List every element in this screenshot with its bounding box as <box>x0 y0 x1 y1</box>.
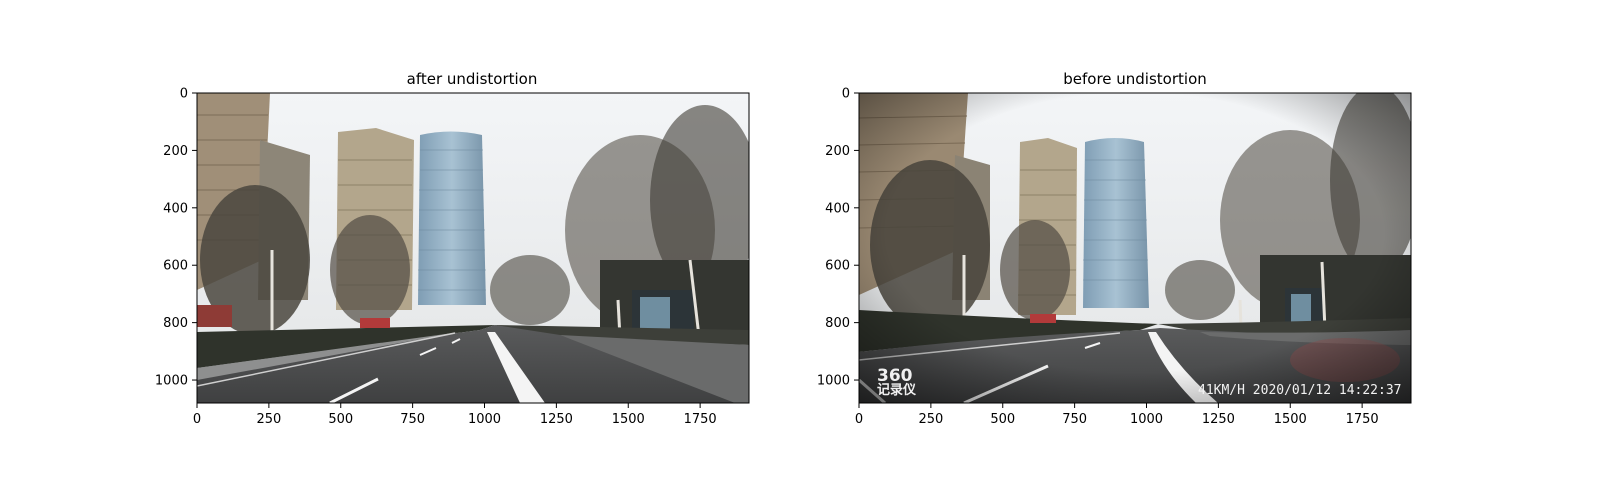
dashcam-logo-text: 记录仪 <box>877 383 917 398</box>
right-y-tick-label: 600 <box>825 259 850 274</box>
right-y-tick-label: 200 <box>825 144 850 159</box>
left-x-tick-label: 500 <box>328 412 353 427</box>
left-y-tick-label: 400 <box>163 201 188 216</box>
left-photo <box>197 93 749 403</box>
right-y-tick-label: 800 <box>825 316 850 331</box>
left-panel: after undistortion <box>155 70 750 428</box>
left-axis-ticks: 0 250 500 750 1000 1250 1500 1750 0 200 400 600 800 1… <box>155 87 717 428</box>
left-y-tick-label: 800 <box>163 316 188 331</box>
left-x-tick-label: 1000 <box>468 412 501 427</box>
right-x-tick-label: 1000 <box>1130 412 1163 427</box>
left-y-tick-label: 200 <box>163 144 188 159</box>
left-panel-title: after undistortion <box>407 70 538 88</box>
right-x-tick-label: 1500 <box>1274 412 1307 427</box>
left-y-tick-label: 0 <box>180 87 188 102</box>
right-x-tick-label: 0 <box>855 412 863 427</box>
right-x-tick-label: 250 <box>918 412 943 427</box>
right-x-tick-label: 1250 <box>1202 412 1235 427</box>
left-x-tick-label: 1750 <box>684 412 717 427</box>
left-x-tick-label: 1250 <box>540 412 573 427</box>
right-plot-frame <box>858 92 1412 404</box>
right-y-tick-label: 1000 <box>817 374 850 389</box>
right-y-tick-label: 400 <box>825 201 850 216</box>
left-x-tick-label: 750 <box>400 412 425 427</box>
right-y-tick-label: 0 <box>842 87 850 102</box>
right-x-tick-label: 1750 <box>1346 412 1379 427</box>
dashcam-speed-timestamp: 41KM/H 2020/01/12 14:22:37 <box>1198 383 1402 398</box>
right-panel-title: before undistortion <box>1063 70 1207 88</box>
right-axis-ticks: 0 250 500 750 1000 1250 1500 1750 0 200 400 600 800 1… <box>817 87 1379 428</box>
dashcam-logo-number: 360 <box>877 366 913 386</box>
right-x-tick-label: 750 <box>1062 412 1087 427</box>
right-x-tick-label: 500 <box>990 412 1015 427</box>
left-plot-frame <box>196 92 750 404</box>
right-photo: 360 记录仪 41KM/H 2020/01/12 14:22:37 <box>859 93 1411 403</box>
left-x-tick-label: 1500 <box>612 412 645 427</box>
right-panel: before undistortion <box>817 70 1412 428</box>
left-x-tick-label: 250 <box>256 412 281 427</box>
left-x-tick-label: 0 <box>193 412 201 427</box>
left-y-tick-label: 1000 <box>155 374 188 389</box>
left-y-tick-label: 600 <box>163 259 188 274</box>
